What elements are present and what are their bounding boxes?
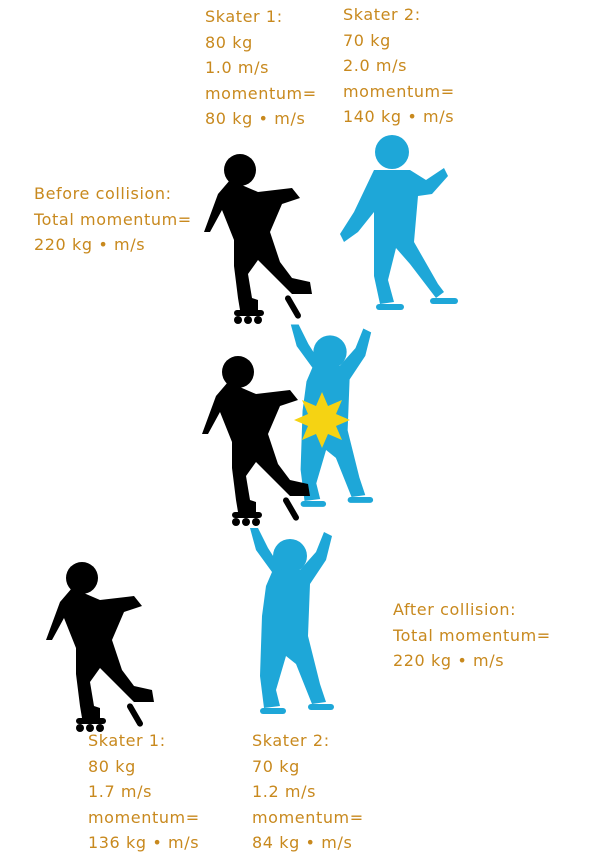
after-skater-2-momentum-value: 84 kg • m/s [252, 833, 353, 852]
after-skater-2-stats: Skater 2: 70 kg 1.2 m/s momentum= 84 kg … [252, 728, 364, 856]
before-skater-2-mass: 70 kg [343, 30, 391, 50]
after-skater-1-momentum-label: momentum= [88, 807, 200, 827]
after-skater-2-momentum-label: momentum= [252, 807, 364, 827]
after-skater-1-title: Skater 1: [88, 731, 166, 750]
before-skater-1-stats: Skater 1: 80 kg 1.0 m/s momentum= 80 kg … [205, 4, 317, 132]
before-total-label: Total momentum= [34, 209, 192, 229]
after-skater-1-stats: Skater 1: 80 kg 1.7 m/s momentum= 136 kg… [88, 728, 200, 856]
before-skater-2-velocity: 2.0 m/s [343, 56, 408, 75]
after-total-value: 220 kg • m/s [393, 651, 505, 670]
before-total-heading: Before collision: [34, 184, 172, 203]
after-total-heading: After collision: [393, 600, 517, 619]
before-skater-2-momentum-label: momentum= [343, 81, 455, 101]
after-skater-2-mass: 70 kg [252, 756, 300, 776]
before-skater-1-figure [204, 154, 312, 324]
after-skater-1-figure [46, 562, 154, 732]
after-total-momentum: After collision: Total momentum= 220 kg … [393, 597, 551, 674]
before-skater-1-momentum-value: 80 kg • m/s [205, 109, 306, 128]
before-skater-2-figure [340, 135, 458, 310]
after-skater-2-velocity: 1.2 m/s [252, 782, 317, 801]
before-skater-1-mass: 80 kg [205, 32, 253, 52]
before-skater-1-momentum-label: momentum= [205, 83, 317, 103]
after-skater-1-mass: 80 kg [88, 756, 136, 776]
before-skater-2-stats: Skater 2: 70 kg 2.0 m/s momentum= 140 kg… [343, 2, 455, 130]
before-total-value: 220 kg • m/s [34, 235, 146, 254]
after-skater-2-figure [250, 528, 334, 714]
before-skater-1-title: Skater 1: [205, 7, 283, 26]
before-total-momentum: Before collision: Total momentum= 220 kg… [34, 181, 192, 258]
before-skater-1-velocity: 1.0 m/s [205, 58, 270, 77]
after-skater-1-velocity: 1.7 m/s [88, 782, 153, 801]
after-skater-2-title: Skater 2: [252, 731, 330, 750]
before-skater-2-title: Skater 2: [343, 5, 421, 24]
before-skater-2-momentum-value: 140 kg • m/s [343, 107, 455, 126]
impact-burst-icon [294, 392, 350, 448]
collision-skater-1-figure [202, 356, 310, 526]
after-skater-1-momentum-value: 136 kg • m/s [88, 833, 200, 852]
after-total-label: Total momentum= [393, 625, 551, 645]
